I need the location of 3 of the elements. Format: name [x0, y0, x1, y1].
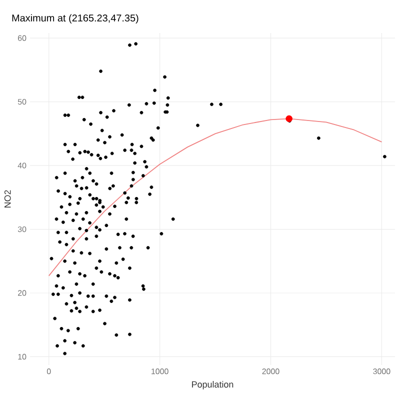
y-axis-title: NO2: [4, 190, 11, 208]
chart-title: Maximum at (2165.23,47.35): [12, 14, 138, 24]
x-axis-title: Population: [192, 381, 234, 390]
